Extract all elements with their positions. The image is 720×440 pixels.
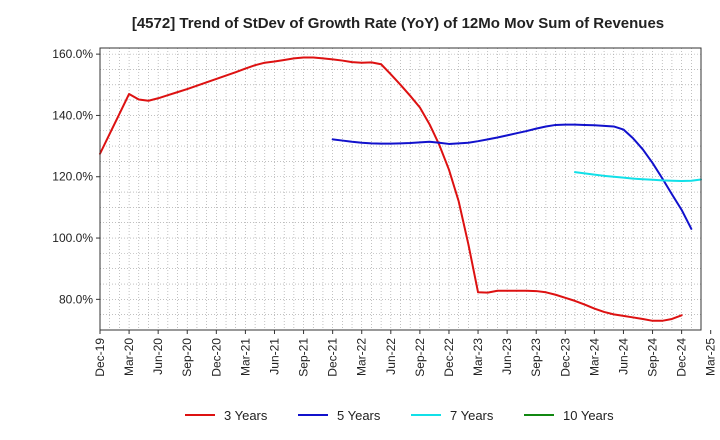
gridlines <box>100 48 701 330</box>
y-axis-ticks: 80.0% 100.0% 120.0% 140.0% 160.0% <box>52 47 100 306</box>
y-tick-label: 80.0% <box>59 292 93 306</box>
x-tick-label: Sep-21 <box>297 338 311 377</box>
x-tick-label: Jun-22 <box>384 338 398 375</box>
y-tick-label: 100.0% <box>52 231 93 245</box>
x-tick-label: Sep-22 <box>413 338 427 377</box>
x-tick-label: Mar-25 <box>704 338 718 376</box>
legend-label: 5 Years <box>337 408 381 423</box>
x-tick-label: Dec-20 <box>209 338 223 377</box>
series-line <box>331 123 693 230</box>
x-tick-label: Mar-23 <box>471 338 485 376</box>
y-tick-label: 120.0% <box>52 170 93 184</box>
x-tick-label: Mar-21 <box>238 338 252 376</box>
y-tick-label: 160.0% <box>52 47 93 61</box>
x-tick-label: Dec-19 <box>93 338 107 377</box>
chart-title: [4572] Trend of StDev of Growth Rate (Yo… <box>132 15 664 32</box>
x-tick-label: Jun-21 <box>267 338 281 375</box>
plot-border <box>99 47 702 331</box>
legend: 3 Years 5 Years 7 Years 10 Years <box>185 408 614 423</box>
x-tick-label: Dec-21 <box>326 338 340 377</box>
legend-label: 3 Years <box>224 408 268 423</box>
x-axis-ticks: Dec-19 Mar-20 Jun-20 Sep-20 Dec-20 Mar-21 Jun-… <box>93 330 718 377</box>
series-line <box>573 171 702 183</box>
x-tick-label: Dec-23 <box>558 338 572 377</box>
x-tick-label: Mar-24 <box>587 338 601 376</box>
x-tick-label: Dec-24 <box>675 338 689 377</box>
x-tick-label: Jun-24 <box>616 338 630 375</box>
x-tick-label: Sep-23 <box>529 338 543 377</box>
x-tick-label: Sep-24 <box>646 338 660 377</box>
x-tick-label: Dec-22 <box>442 338 456 377</box>
x-tick-label: Jun-20 <box>151 338 165 375</box>
x-tick-label: Mar-20 <box>122 338 136 376</box>
y-tick-label: 140.0% <box>52 108 93 122</box>
x-tick-label: Jun-23 <box>500 338 514 375</box>
legend-label: 10 Years <box>563 408 614 423</box>
x-tick-label: Sep-20 <box>180 338 194 377</box>
x-tick-label: Mar-22 <box>355 338 369 376</box>
series-lines <box>99 56 702 322</box>
legend-label: 7 Years <box>450 408 494 423</box>
series-line <box>99 56 683 322</box>
